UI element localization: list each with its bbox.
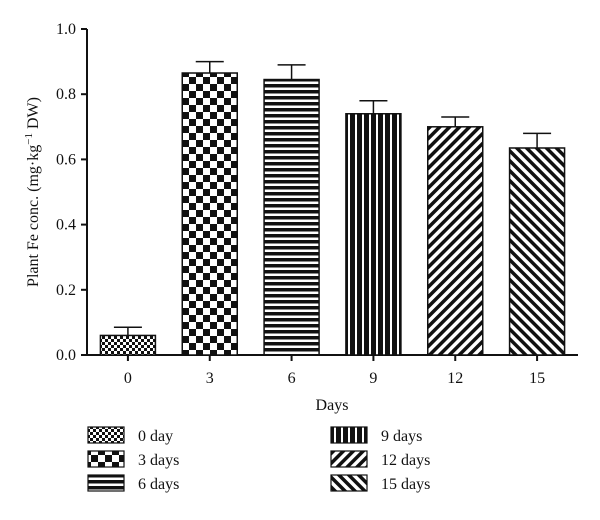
legend-label: 0 day	[138, 428, 173, 445]
y-tick-label: 0.8	[56, 86, 76, 103]
legend-label: 15 days	[381, 476, 430, 493]
legend-label: 3 days	[138, 452, 179, 469]
bar	[345, 113, 402, 356]
legend-label: 12 days	[381, 452, 430, 469]
legend: 0 day 3 days 6 days 9 days 12 days 15 days	[87, 426, 430, 493]
legend-swatch	[87, 426, 125, 444]
axes: 0.0 0.2 0.4 0.6 0.8 1.0 0 3 6 9 12 15	[56, 21, 578, 387]
legend-label: 9 days	[381, 428, 422, 445]
bar	[427, 126, 484, 356]
x-tick-label: 15	[529, 370, 545, 387]
bar	[508, 147, 566, 356]
legend-swatch	[330, 450, 368, 468]
legend-swatch	[87, 450, 125, 468]
x-tick-label: 6	[288, 370, 296, 387]
bar	[181, 72, 238, 356]
y-axis-label-sup: −1	[23, 133, 35, 145]
y-axis-label: Plant Fe conc. (mg·kg−1 DW)	[23, 97, 42, 287]
y-tick-label: 0.6	[56, 151, 76, 168]
y-tick-label: 1.0	[56, 21, 76, 38]
legend-swatch	[330, 474, 368, 492]
x-tick-label: 12	[447, 370, 463, 387]
x-tick-label: 0	[124, 370, 132, 387]
y-axis-label-main: Plant Fe conc. (mg·kg	[25, 145, 42, 287]
x-tick-label: 3	[206, 370, 214, 387]
bars	[99, 60, 566, 356]
legend-swatch	[330, 426, 368, 444]
legend-swatch	[87, 474, 125, 492]
bar	[263, 78, 320, 356]
y-tick-label: 0.0	[56, 347, 76, 364]
bar	[99, 334, 157, 356]
y-tick-label: 0.2	[56, 282, 76, 299]
x-axis-label: Days	[316, 397, 349, 414]
y-tick-label: 0.4	[56, 217, 76, 234]
y-axis-label-tail: DW)	[25, 97, 42, 133]
legend-label: 6 days	[138, 476, 179, 493]
x-tick-label: 9	[369, 370, 377, 387]
